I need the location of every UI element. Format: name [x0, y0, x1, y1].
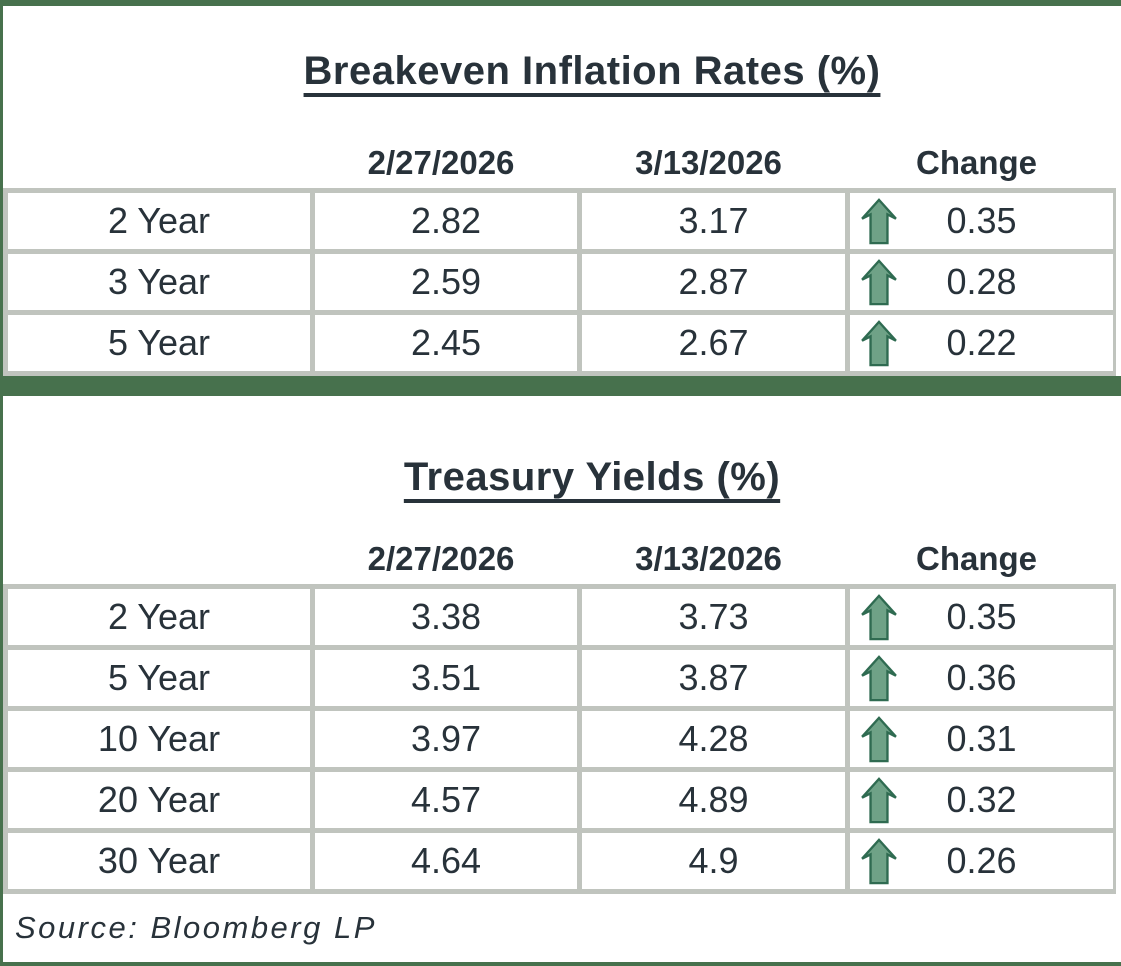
data-grid: 2 Year 2.82 3.17 0.35 3 Year 2.59 2.87 0… — [3, 188, 1116, 376]
section-divider — [0, 376, 1121, 396]
maturity-cell: 10 Year — [8, 711, 310, 767]
maturity-cell: 5 Year — [8, 315, 310, 371]
date2-value: 3.17 — [678, 200, 749, 241]
change-value: 0.36 — [946, 657, 1017, 698]
date1-value-cell: 4.57 — [315, 772, 577, 828]
date1-column-header: 2/27/2026 — [367, 144, 515, 181]
maturity-cell: 2 Year — [8, 589, 310, 645]
treasury-yields-table: Treasury Yields (%) 2/27/2026 3/13/2026 … — [3, 396, 1121, 894]
date1-value-cell: 3.51 — [315, 650, 577, 706]
up-arrow-icon — [859, 196, 899, 246]
change-value: 0.28 — [946, 261, 1017, 302]
change-cell: 0.35 — [850, 589, 1113, 645]
table-title: Treasury Yields (%) — [403, 455, 781, 499]
change-cell: 0.36 — [850, 650, 1113, 706]
up-arrow-icon — [859, 653, 899, 703]
up-arrow-icon — [859, 257, 899, 307]
up-arrow-icon — [859, 714, 899, 764]
source-attribution: Source: Bloomberg LP — [3, 894, 1121, 962]
date1-value: 2.82 — [410, 200, 482, 241]
date2-value: 3.87 — [678, 657, 749, 698]
maturity-label: 2 Year — [107, 596, 211, 637]
date2-column-header: 3/13/2026 — [635, 144, 782, 181]
date2-column-header: 3/13/2026 — [635, 540, 782, 577]
up-arrow-icon — [859, 592, 899, 642]
date1-value: 3.38 — [410, 596, 482, 637]
up-arrow-icon — [859, 836, 899, 886]
date1-value: 3.97 — [410, 718, 482, 759]
column-header-row: 2/27/2026 3/13/2026 Change — [3, 94, 1121, 188]
date2-value-cell: 4.89 — [582, 772, 845, 828]
date1-value-cell: 3.97 — [315, 711, 577, 767]
date1-value: 2.45 — [410, 322, 482, 363]
maturity-label: 5 Year — [107, 657, 211, 698]
date2-value: 4.9 — [688, 840, 739, 881]
change-cell: 0.31 — [850, 711, 1113, 767]
change-cell: 0.22 — [850, 315, 1113, 371]
change-column-header: Change — [915, 144, 1037, 181]
date2-value-cell: 2.67 — [582, 315, 845, 371]
date2-value: 4.89 — [678, 779, 749, 820]
date2-value: 2.67 — [678, 322, 749, 363]
maturity-label: 20 Year — [97, 779, 221, 820]
up-arrow-icon — [859, 318, 899, 368]
change-value: 0.22 — [946, 322, 1017, 363]
date2-value: 4.28 — [678, 718, 749, 759]
table-title: Breakeven Inflation Rates (%) — [303, 49, 881, 93]
column-header-row: 2/27/2026 3/13/2026 Change — [3, 500, 1121, 584]
source-label: Source: Bloomberg LP — [15, 910, 377, 945]
data-grid: 2 Year 3.38 3.73 0.35 5 Year 3.51 3.87 0… — [3, 584, 1116, 894]
date2-value-cell: 2.87 — [582, 254, 845, 310]
change-cell: 0.26 — [850, 833, 1113, 889]
maturity-cell: 2 Year — [8, 193, 310, 249]
change-cell: 0.28 — [850, 254, 1113, 310]
change-value: 0.31 — [946, 718, 1017, 759]
date2-value-cell: 3.73 — [582, 589, 845, 645]
date2-value: 2.87 — [678, 261, 749, 302]
date1-column-header: 2/27/2026 — [367, 540, 515, 577]
date1-value: 4.64 — [410, 840, 482, 881]
change-value: 0.26 — [946, 840, 1017, 881]
date1-value: 3.51 — [410, 657, 482, 698]
maturity-cell: 5 Year — [8, 650, 310, 706]
date2-value-cell: 3.87 — [582, 650, 845, 706]
maturity-cell: 3 Year — [8, 254, 310, 310]
date2-value-cell: 3.17 — [582, 193, 845, 249]
maturity-label: 5 Year — [107, 322, 211, 363]
change-value: 0.35 — [946, 596, 1017, 637]
date1-value-cell: 2.59 — [315, 254, 577, 310]
change-value: 0.35 — [946, 200, 1017, 241]
change-value: 0.32 — [946, 779, 1017, 820]
date1-value-cell: 4.64 — [315, 833, 577, 889]
change-cell: 0.32 — [850, 772, 1113, 828]
date1-value: 4.57 — [410, 779, 482, 820]
maturity-label: 3 Year — [107, 261, 211, 302]
maturity-label: 2 Year — [107, 200, 211, 241]
breakeven-inflation-table: Breakeven Inflation Rates (%) 2/27/2026 … — [3, 6, 1121, 376]
date2-value-cell: 4.28 — [582, 711, 845, 767]
table-title-block: Treasury Yields (%) — [3, 396, 1121, 500]
date1-value-cell: 2.82 — [315, 193, 577, 249]
maturity-cell: 20 Year — [8, 772, 310, 828]
maturity-label: 30 Year — [97, 840, 221, 881]
date1-value-cell: 2.45 — [315, 315, 577, 371]
up-arrow-icon — [859, 775, 899, 825]
date2-value: 3.73 — [678, 596, 749, 637]
change-cell: 0.35 — [850, 193, 1113, 249]
date1-value-cell: 3.38 — [315, 589, 577, 645]
date1-value: 2.59 — [410, 261, 482, 302]
maturity-cell: 30 Year — [8, 833, 310, 889]
change-column-header: Change — [915, 540, 1037, 577]
date2-value-cell: 4.9 — [582, 833, 845, 889]
maturity-label: 10 Year — [97, 718, 221, 759]
table-title-block: Breakeven Inflation Rates (%) — [3, 6, 1121, 94]
